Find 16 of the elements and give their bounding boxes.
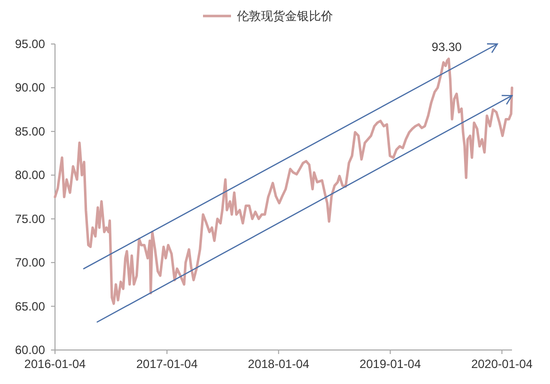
x-tick-label: 2019-01-04	[360, 357, 422, 371]
y-tick-label: 75.00	[14, 212, 46, 226]
annotation: 93.30	[432, 40, 462, 54]
x-tick-label: 2016-01-04	[24, 357, 86, 371]
x-tick-label: 2020-01-04	[471, 357, 533, 371]
y-tick-label: 95.00	[14, 37, 46, 51]
legend-label: 伦敦现货金银比价	[237, 9, 333, 23]
x-tick-label: 2017-01-04	[136, 357, 198, 371]
y-tick-label: 70.00	[14, 256, 46, 270]
y-tick-label: 60.00	[14, 343, 46, 357]
x-tick-label: 2018-01-04	[248, 357, 310, 371]
y-tick-label: 80.00	[14, 168, 46, 182]
y-tick-label: 65.00	[14, 299, 46, 314]
legend: 伦敦现货金银比价	[203, 9, 333, 23]
y-tick-label: 90.00	[14, 80, 46, 95]
y-tick-label: 85.00	[14, 124, 46, 138]
